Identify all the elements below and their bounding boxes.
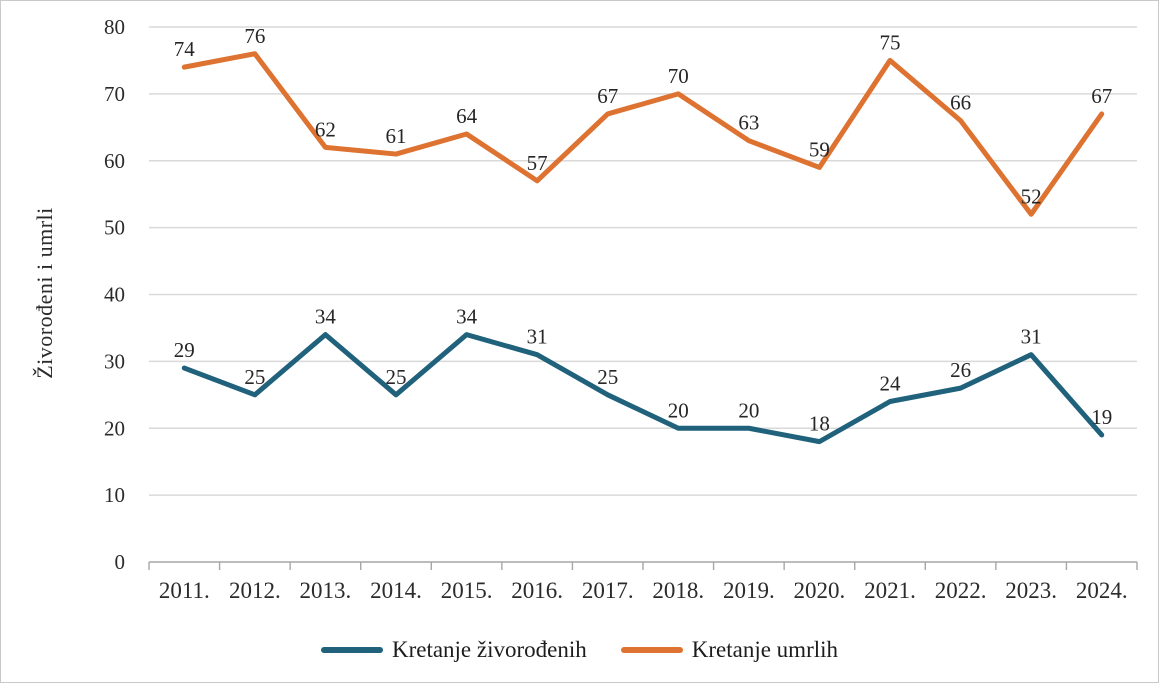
x-tick-label: 2019. bbox=[723, 578, 775, 603]
data-label: 26 bbox=[950, 358, 971, 382]
y-tick-label: 70 bbox=[104, 82, 125, 106]
x-tick-label: 2020. bbox=[794, 578, 846, 603]
x-tick-label: 2018. bbox=[652, 578, 704, 603]
x-tick-label: 2017. bbox=[582, 578, 634, 603]
x-tick-label: 2024. bbox=[1076, 578, 1128, 603]
x-tick-label: 2015. bbox=[441, 578, 493, 603]
data-label: 63 bbox=[738, 111, 759, 135]
x-tick-label: 2023. bbox=[1005, 578, 1057, 603]
x-tick-label: 2022. bbox=[935, 578, 987, 603]
data-label: 29 bbox=[174, 338, 195, 362]
legend-item-zivorodjeni: Kretanje živorođenih bbox=[320, 637, 587, 663]
y-tick-label: 0 bbox=[115, 550, 126, 574]
data-label: 76 bbox=[244, 24, 265, 48]
data-label: 61 bbox=[386, 124, 407, 148]
data-label: 59 bbox=[809, 137, 830, 161]
x-tick-label: 2013. bbox=[300, 578, 352, 603]
data-label: 64 bbox=[456, 104, 478, 128]
y-tick-label: 80 bbox=[104, 15, 125, 39]
data-label: 31 bbox=[1021, 325, 1042, 349]
y-tick-label: 40 bbox=[104, 283, 125, 307]
data-label: 57 bbox=[527, 151, 548, 175]
data-label: 70 bbox=[668, 64, 689, 88]
data-label: 20 bbox=[668, 398, 689, 422]
y-tick-label: 50 bbox=[104, 216, 125, 240]
legend-item-umrli: Kretanje umrlih bbox=[620, 637, 839, 663]
data-label: 74 bbox=[174, 37, 196, 61]
legend-label-zivorodjeni: Kretanje živorođenih bbox=[391, 637, 587, 662]
y-tick-label: 20 bbox=[104, 416, 125, 440]
data-label: 66 bbox=[950, 91, 971, 115]
data-label: 52 bbox=[1021, 184, 1042, 208]
x-tick-label: 2014. bbox=[370, 578, 422, 603]
data-label: 34 bbox=[315, 305, 337, 329]
y-tick-label: 10 bbox=[104, 483, 125, 507]
data-label: 34 bbox=[456, 305, 478, 329]
legend-line-swatch-blue bbox=[320, 647, 383, 653]
x-tick-label: 2021. bbox=[864, 578, 916, 603]
data-label: 19 bbox=[1091, 405, 1112, 429]
x-tick-label: 2011. bbox=[159, 578, 210, 603]
legend-label-umrli: Kretanje umrlih bbox=[691, 637, 839, 662]
data-label: 18 bbox=[809, 412, 830, 436]
data-label: 31 bbox=[527, 325, 548, 349]
series-line-0 bbox=[181, 332, 1105, 445]
series-line-1 bbox=[181, 51, 1105, 217]
data-label: 67 bbox=[597, 84, 618, 108]
data-label: 67 bbox=[1091, 84, 1112, 108]
y-tick-label: 60 bbox=[104, 149, 125, 173]
y-tick-label: 30 bbox=[104, 349, 125, 373]
legend-line-swatch-orange bbox=[620, 647, 683, 653]
data-label: 62 bbox=[315, 117, 336, 141]
data-label: 75 bbox=[880, 30, 901, 54]
x-tick-label: 2012. bbox=[229, 578, 281, 603]
data-label: 20 bbox=[738, 398, 759, 422]
data-label: 25 bbox=[244, 365, 265, 389]
data-label: 25 bbox=[597, 365, 618, 389]
x-tick-label: 2016. bbox=[511, 578, 563, 603]
data-label: 25 bbox=[386, 365, 407, 389]
data-label: 24 bbox=[880, 372, 902, 396]
chart-legend: Kretanje živorođenih Kretanje umrlih bbox=[1, 637, 1158, 663]
